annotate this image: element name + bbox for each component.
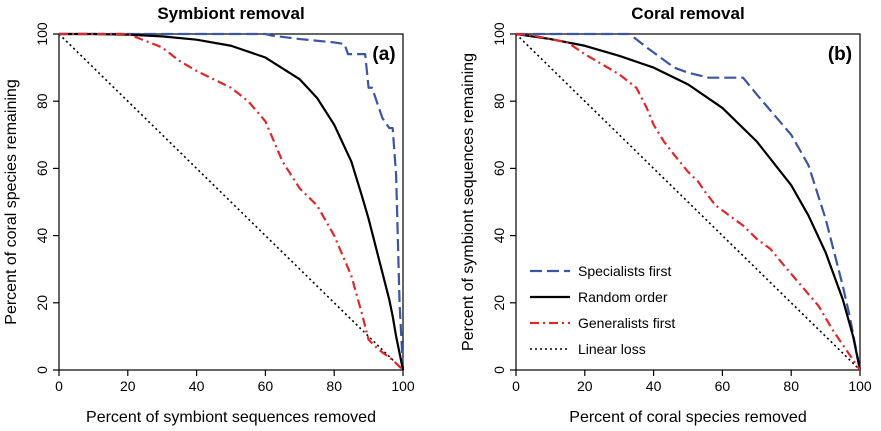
tick-group: 0 20 40 60 80 100 0 20 40 60 80 100 — [491, 22, 872, 394]
y-tick-label: 100 — [34, 22, 50, 46]
y-tick-label: 20 — [491, 295, 507, 311]
tick-group: 0 20 40 60 80 100 0 20 40 60 80 100 — [34, 22, 415, 394]
y-tick-label: 20 — [34, 295, 50, 311]
x-tick-label: 100 — [848, 378, 872, 394]
x-tick-label: 0 — [512, 378, 520, 394]
legend-label-generalists: Generalists first — [578, 315, 675, 331]
plot-frame — [515, 33, 861, 371]
legend-label-specialists: Specialists first — [578, 263, 671, 279]
chart-title: Symbiont removal — [157, 4, 304, 23]
legend-label-random: Random order — [578, 289, 668, 305]
panel-coral-removal: Coral removal (b) 0 20 40 60 80 100 0 20 40 60 80 1… — [460, 4, 872, 426]
series-line-random-order — [515, 32, 862, 371]
x-tick-label: 100 — [391, 378, 415, 394]
series-line-specialists-first — [59, 32, 405, 371]
series-line-linear-loss — [58, 33, 404, 371]
legend: Specialists first Random order Generalis… — [530, 263, 675, 357]
series-line-generalists-first — [515, 32, 861, 371]
x-tick-label: 40 — [189, 378, 205, 394]
x-tick-label: 80 — [783, 378, 799, 394]
panel-label: (b) — [828, 44, 852, 65]
y-tick-label: 60 — [491, 160, 507, 176]
series-line-specialists-first — [516, 32, 862, 371]
series-line-linear-loss — [515, 33, 861, 371]
series-line-generalists-first — [59, 32, 404, 371]
x-tick-label: 60 — [715, 378, 731, 394]
y-tick-label: 0 — [491, 366, 507, 374]
x-axis-label: Percent of coral species removed — [569, 409, 806, 426]
y-tick-label: 100 — [491, 22, 507, 46]
x-axis-label: Percent of symbiont sequences removed — [86, 409, 376, 426]
x-tick-label: 60 — [258, 378, 274, 394]
y-tick-label: 40 — [491, 228, 507, 244]
x-tick-label: 40 — [646, 378, 662, 394]
series-group — [58, 32, 405, 371]
legend-label-linear: Linear loss — [578, 341, 646, 357]
panel-label: (a) — [372, 44, 395, 65]
x-tick-label: 80 — [326, 378, 342, 394]
y-tick-label: 80 — [34, 93, 50, 109]
y-axis-label: Percent of symbiont sequences remaining — [460, 53, 477, 351]
y-tick-label: 40 — [34, 228, 50, 244]
y-tick-label: 60 — [34, 160, 50, 176]
y-axis-label: Percent of coral species remaining — [3, 79, 20, 324]
chart-title: Coral removal — [631, 4, 744, 23]
x-tick-label: 20 — [120, 378, 136, 394]
series-group — [515, 32, 862, 371]
panel-symbiont-removal: Symbiont removal (a) 0 20 40 60 80 100 0 20 40 60… — [3, 4, 415, 426]
y-tick-label: 0 — [34, 366, 50, 374]
y-tick-label: 80 — [491, 93, 507, 109]
x-tick-label: 20 — [577, 378, 593, 394]
series-line-random-order — [59, 32, 405, 371]
x-tick-label: 0 — [55, 378, 63, 394]
